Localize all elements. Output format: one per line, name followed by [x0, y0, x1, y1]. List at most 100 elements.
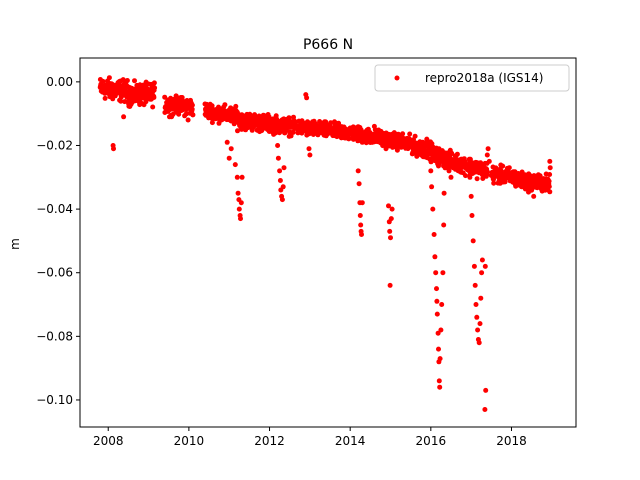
data-point — [470, 238, 476, 244]
y-axis-ticks: 0.00 −0.02 −0.04 −0.06 −0.08 −0.10 — [36, 75, 80, 407]
data-point — [371, 123, 377, 129]
data-point — [438, 327, 444, 333]
y-tick-label: −0.10 — [36, 393, 73, 407]
data-point — [238, 216, 243, 222]
data-point — [190, 112, 196, 118]
data-point — [468, 193, 474, 199]
data-point — [420, 139, 426, 145]
data-point — [547, 172, 553, 177]
data-point — [238, 200, 244, 206]
data-point — [484, 169, 490, 175]
x-tick-label: 2014 — [335, 434, 366, 448]
data-point — [430, 206, 436, 212]
legend-box — [374, 64, 570, 92]
data-point — [407, 131, 413, 137]
data-point — [281, 165, 287, 171]
data-point — [502, 179, 508, 185]
data-point — [436, 346, 441, 352]
data-point — [189, 106, 195, 112]
data-points — [97, 75, 553, 412]
y-tick-label: −0.04 — [36, 202, 73, 216]
data-point — [434, 286, 439, 292]
legend-marker — [394, 75, 400, 81]
data-point — [441, 222, 447, 228]
x-axis-ticks: 2008 2010 2012 2014 2016 2018 — [93, 427, 527, 448]
data-point — [431, 232, 437, 237]
data-point — [400, 131, 406, 137]
data-point — [437, 384, 443, 390]
data-point — [304, 95, 310, 101]
legend: repro2018a (IGS14) — [374, 64, 570, 92]
data-point — [484, 152, 490, 158]
data-point — [412, 133, 418, 139]
data-point — [357, 213, 363, 218]
data-point — [434, 311, 440, 317]
data-point — [537, 173, 543, 179]
chart-title: P666 N — [303, 37, 353, 53]
data-point — [232, 162, 238, 168]
data-point — [233, 103, 239, 109]
data-point — [433, 270, 439, 276]
data-point — [111, 146, 116, 152]
data-point — [491, 176, 496, 182]
data-point — [441, 190, 447, 196]
data-point — [475, 327, 481, 333]
data-point — [527, 184, 533, 190]
data-point — [491, 180, 497, 186]
data-point — [472, 282, 478, 288]
data-point — [106, 75, 112, 81]
data-point — [226, 155, 232, 161]
data-point — [486, 158, 492, 164]
data-point — [279, 197, 285, 203]
data-point — [479, 257, 485, 263]
data-point — [479, 270, 485, 276]
data-point — [132, 78, 137, 84]
data-point — [432, 254, 438, 260]
data-point — [424, 136, 430, 142]
data-point — [122, 99, 128, 105]
data-point — [275, 143, 281, 148]
data-point — [476, 340, 482, 346]
data-point — [234, 174, 240, 180]
data-point — [306, 146, 312, 152]
data-point — [185, 117, 191, 123]
data-point — [473, 302, 479, 307]
y-tick-label: −0.06 — [36, 266, 73, 280]
data-point — [477, 321, 483, 327]
data-point — [428, 168, 434, 174]
data-point — [222, 102, 228, 108]
data-point — [275, 155, 281, 161]
data-point — [450, 165, 456, 171]
x-tick-label: 2016 — [416, 434, 447, 448]
data-point — [474, 314, 480, 320]
plot-frame — [79, 57, 577, 428]
data-point — [280, 184, 286, 190]
y-axis-label: m — [8, 238, 22, 250]
data-point — [151, 95, 157, 100]
data-point — [506, 165, 512, 171]
data-point — [121, 114, 127, 120]
data-point — [449, 151, 455, 157]
data-point — [235, 128, 240, 134]
data-point — [228, 146, 234, 152]
data-point — [469, 213, 475, 218]
data-point — [434, 298, 440, 304]
data-point — [100, 78, 106, 84]
x-tick-label: 2008 — [93, 434, 124, 448]
data-point — [124, 78, 130, 83]
data-point — [151, 80, 157, 86]
data-point — [359, 232, 364, 237]
data-point — [531, 193, 537, 199]
data-point — [209, 103, 215, 109]
data-point — [436, 378, 442, 384]
data-point — [359, 200, 365, 206]
data-point — [355, 168, 361, 174]
data-point — [437, 356, 443, 362]
data-point — [474, 176, 480, 182]
data-point — [236, 206, 242, 212]
data-point — [389, 206, 395, 212]
data-point — [277, 178, 283, 183]
data-point — [183, 111, 189, 117]
data-point — [467, 174, 473, 180]
